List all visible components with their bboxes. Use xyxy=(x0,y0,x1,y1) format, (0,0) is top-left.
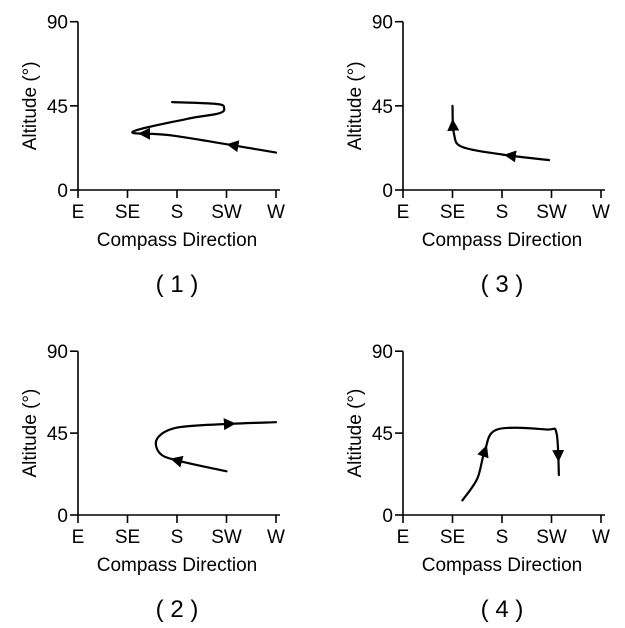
y-tick-label: 90 xyxy=(372,13,393,34)
x-tick-label: SE xyxy=(115,202,140,223)
panel-label: ( 3 ) xyxy=(481,271,524,298)
x-tick-label: W xyxy=(592,527,610,548)
y-tick-label: 45 xyxy=(47,97,68,118)
x-tick-label: E xyxy=(72,527,85,548)
direction-arrow xyxy=(503,150,517,163)
x-tick-label: SW xyxy=(211,202,242,223)
x-tick-label: S xyxy=(171,527,184,548)
panel-label: ( 1 ) xyxy=(156,271,199,298)
y-tick-label: 0 xyxy=(382,506,393,527)
y-tick-label: 90 xyxy=(372,342,393,363)
x-axis-label: Compass Direction xyxy=(422,230,583,251)
x-tick-label: S xyxy=(171,202,184,223)
x-axis-label: Compass Direction xyxy=(97,555,258,576)
x-tick-label: E xyxy=(397,527,410,548)
y-axis-label: Altitude (°) xyxy=(345,389,366,478)
y-tick-label: 0 xyxy=(57,181,68,202)
sun-path-line xyxy=(451,104,551,162)
x-tick-label: SW xyxy=(536,202,567,223)
y-axis-label: Altitude (°) xyxy=(20,61,41,150)
chart-panel-2: 0 45 90 E SE S SW W Compass Direction Altitude (°… xyxy=(345,13,610,298)
direction-arrow xyxy=(477,445,489,459)
x-tick-label: SE xyxy=(115,527,140,548)
direction-arrow xyxy=(170,455,184,468)
x-axis-label: Compass Direction xyxy=(422,555,583,576)
x-tick-label: SE xyxy=(440,202,465,223)
x-tick-label: W xyxy=(267,527,285,548)
x-tick-label: W xyxy=(267,202,285,223)
x-tick-label: E xyxy=(72,202,85,223)
x-tick-label: SE xyxy=(440,527,465,548)
direction-arrow xyxy=(226,140,240,153)
sun-path-line xyxy=(131,101,278,154)
chart-panel-1: 0 45 90 E SE S SW W Compass Direction Altitude (°… xyxy=(20,13,285,298)
y-tick-label: 45 xyxy=(372,97,393,118)
x-axis-label: Compass Direction xyxy=(97,230,258,251)
x-tick-label: E xyxy=(397,202,410,223)
chart-panel-4: 0 45 90 E SE S SW W Compass Direction Altitude (°… xyxy=(345,342,610,623)
y-tick-label: 45 xyxy=(372,424,393,445)
y-axis-label: Altitude (°) xyxy=(345,61,366,150)
panel-label: ( 4 ) xyxy=(481,596,524,623)
x-tick-label: S xyxy=(496,202,509,223)
y-tick-label: 90 xyxy=(47,13,68,34)
y-tick-label: 0 xyxy=(382,181,393,202)
x-tick-label: SW xyxy=(536,527,567,548)
sun-path-line xyxy=(154,421,278,473)
sun-path-line xyxy=(461,426,560,502)
x-tick-label: SW xyxy=(211,527,242,548)
y-tick-label: 45 xyxy=(47,424,68,445)
y-tick-label: 0 xyxy=(57,506,68,527)
y-tick-label: 90 xyxy=(47,342,68,363)
panel-label: ( 2 ) xyxy=(156,596,199,623)
chart-panel-3: 0 45 90 E SE S SW W Compass Direction Altitude (°… xyxy=(20,342,285,623)
x-tick-label: W xyxy=(592,202,610,223)
y-axis-label: Altitude (°) xyxy=(20,389,41,478)
x-tick-label: S xyxy=(496,527,509,548)
